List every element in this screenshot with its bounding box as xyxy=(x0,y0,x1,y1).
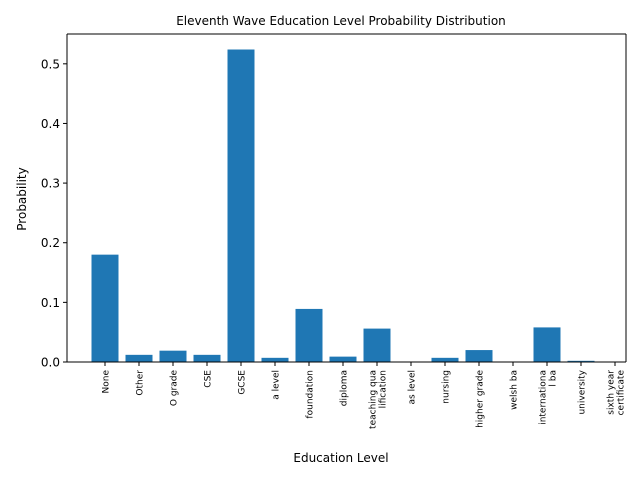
x-tick-label-line: nursing xyxy=(442,370,452,404)
y-axis-label: Probability xyxy=(15,167,29,230)
x-tick-label-line: l ba xyxy=(549,370,559,387)
x-tick-label-line: university xyxy=(578,369,588,414)
x-tick-label: CSE xyxy=(204,370,214,388)
x-tick-label: internationa l ba xyxy=(539,370,559,425)
x-tick-label-line: a level xyxy=(272,370,282,400)
bar-6 xyxy=(295,308,323,362)
y-tick-label: 0.2 xyxy=(41,236,60,250)
bar-11 xyxy=(465,350,493,362)
x-tick-label: welsh ba xyxy=(510,370,520,410)
x-tick-label: GCSE xyxy=(238,370,248,395)
bar-14 xyxy=(567,360,595,362)
x-tick-label-line: diploma xyxy=(340,370,350,406)
bar-10 xyxy=(431,357,459,362)
bar-3 xyxy=(193,354,221,362)
x-tick-label-line: sixth year xyxy=(607,370,617,415)
bar-2 xyxy=(159,350,187,362)
x-tick-label: diploma xyxy=(340,370,350,406)
x-tick-label-line: Other xyxy=(136,370,146,396)
bar-1 xyxy=(125,354,153,362)
x-tick-label-line: foundation xyxy=(306,370,316,419)
x-tick-label: None xyxy=(102,370,112,394)
y-tick-label: 0.3 xyxy=(41,177,60,191)
x-tick-label-line: CSE xyxy=(204,370,214,388)
x-tick-label-line: internationa xyxy=(539,370,549,425)
y-tick-label: 0.5 xyxy=(41,57,60,71)
x-tick-label: a level xyxy=(272,370,282,400)
x-tick-label: Other xyxy=(136,370,146,396)
x-tick-label-line: higher grade xyxy=(476,370,486,428)
x-tick-label: sixth year certificate xyxy=(607,370,627,416)
y-tick-label: 0.1 xyxy=(41,296,60,310)
bar-4 xyxy=(227,49,255,362)
x-tick-label: teaching qua lification xyxy=(369,370,389,429)
x-tick-label-line: welsh ba xyxy=(510,370,520,410)
x-axis-label: Education Level xyxy=(293,451,388,465)
x-tick-label: O grade xyxy=(170,370,180,407)
chart-title: Eleventh Wave Education Level Probabilit… xyxy=(176,14,506,28)
x-tick-label: higher grade xyxy=(476,370,486,428)
x-tick-label-line: lification xyxy=(379,370,389,408)
bar-5 xyxy=(261,357,289,362)
x-tick-label: foundation xyxy=(306,370,316,419)
bar-8 xyxy=(363,328,391,362)
x-tick-label: as level xyxy=(408,370,418,404)
x-tick-label: nursing xyxy=(442,370,452,404)
x-tick-label-line: as level xyxy=(408,370,418,404)
bar-13 xyxy=(533,327,561,362)
x-tick-label-line: None xyxy=(102,370,112,394)
x-tick-label: university xyxy=(578,369,588,414)
y-tick-label: 0.4 xyxy=(41,117,60,131)
bar-0 xyxy=(91,254,119,362)
y-tick-label: 0.0 xyxy=(41,356,60,370)
bar-7 xyxy=(329,356,357,362)
x-tick-label-line: O grade xyxy=(170,370,180,407)
x-tick-label-line: certificate xyxy=(617,370,627,416)
x-tick-label-line: GCSE xyxy=(238,370,248,395)
x-tick-label-line: teaching qua xyxy=(369,370,379,429)
